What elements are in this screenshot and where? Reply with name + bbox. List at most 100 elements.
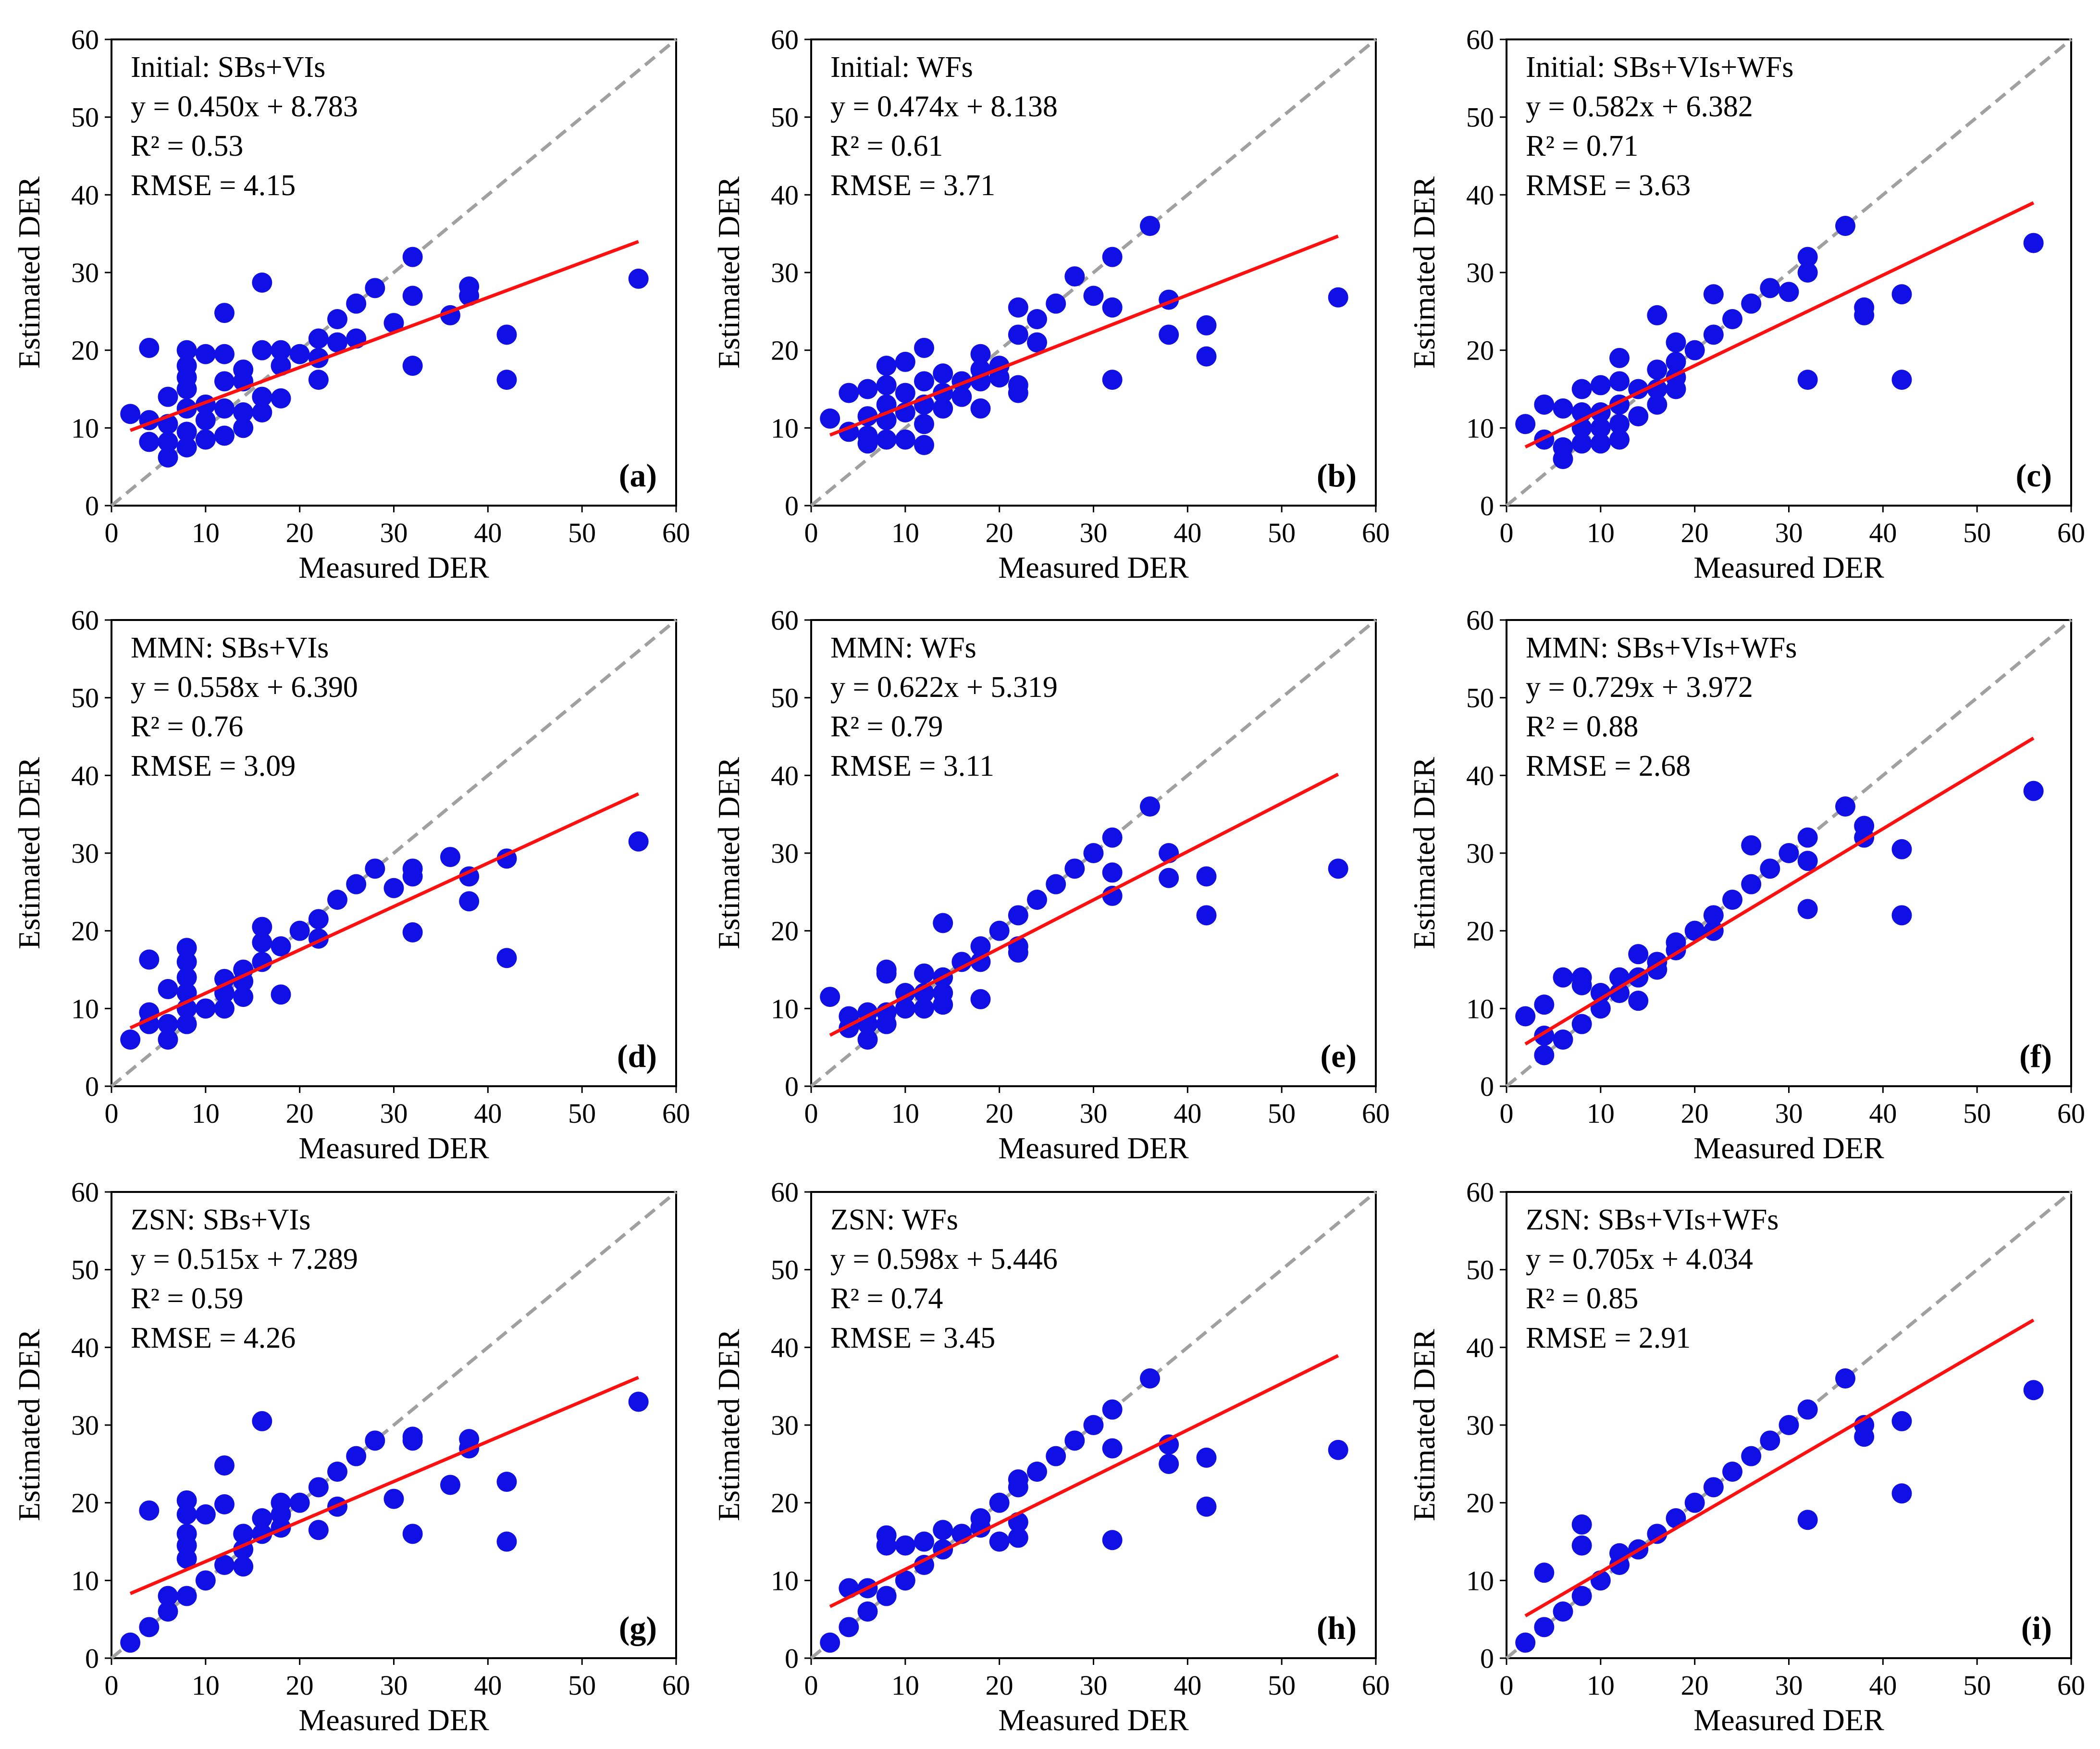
data-point (1083, 843, 1104, 863)
data-point (1571, 1014, 1592, 1034)
data-point (628, 268, 649, 289)
data-point (271, 936, 291, 956)
data-point (1102, 827, 1123, 848)
data-point (876, 356, 897, 376)
x-tick-label: 10 (192, 517, 220, 548)
y-tick-label: 20 (771, 335, 799, 366)
x-axis-title: Measured DER (998, 550, 1189, 584)
r-squared: R² = 0.74 (830, 1282, 943, 1315)
data-point (271, 340, 291, 360)
x-tick-label: 10 (891, 1670, 919, 1701)
data-point (1891, 370, 1912, 390)
data-point (1797, 370, 1818, 390)
data-point (252, 340, 272, 360)
panel-tag: (g) (619, 1610, 657, 1646)
data-point (139, 432, 160, 452)
y-axis-title: Estimated DER (712, 1329, 746, 1521)
data-point (1703, 324, 1724, 345)
x-tick-label: 20 (286, 1670, 314, 1701)
data-point (1590, 418, 1611, 438)
x-tick-label: 40 (474, 517, 502, 548)
data-point (271, 984, 291, 1005)
scatter-panel: 00 10 10 20 20 30 30 40 40 50 50 60 60 ZSN: SBs+VIs+W… (1407, 1177, 2085, 1737)
x-tick-label: 30 (380, 517, 408, 548)
panel-tag: (c) (2016, 457, 2052, 494)
data-point (1666, 379, 1686, 399)
x-axis-title: Measured DER (1693, 1703, 1884, 1737)
data-point (1159, 324, 1179, 345)
data-point (1741, 835, 1762, 856)
x-tick-label: 50 (1268, 517, 1296, 548)
data-point (933, 1520, 953, 1540)
data-point (2023, 233, 2044, 253)
data-point (1760, 278, 1780, 298)
data-point (1008, 1469, 1028, 1490)
y-tick-label: 10 (771, 993, 799, 1024)
y-tick-label: 40 (1466, 1332, 1494, 1363)
data-point (1008, 1527, 1028, 1548)
data-point (1571, 1514, 1592, 1535)
rmse: RMSE = 3.63 (1526, 169, 1691, 202)
data-point (496, 948, 517, 968)
data-point (1534, 1617, 1555, 1637)
data-point (402, 1430, 423, 1451)
data-point (1027, 332, 1047, 353)
y-tick-label: 30 (71, 838, 99, 869)
data-point (176, 1490, 197, 1511)
x-tick-label: 20 (1681, 517, 1709, 548)
x-tick-label: 50 (1963, 517, 1991, 548)
scatter-panel: 00 10 10 20 20 30 30 40 40 50 50 60 60 MMN: SBs+VIs y … (12, 605, 690, 1165)
panel-title: Initial: SBs+VIs+WFs (1526, 51, 1793, 84)
fit-line (829, 1354, 1339, 1608)
x-tick-label: 0 (804, 517, 818, 548)
data-point (402, 866, 423, 887)
data-point (1590, 433, 1611, 454)
data-point (1159, 1453, 1179, 1474)
data-point (1666, 332, 1686, 353)
y-tick-label: 60 (1466, 605, 1494, 636)
x-tick-label: 30 (1775, 1098, 1803, 1129)
data-point (1046, 1446, 1066, 1466)
x-tick-label: 30 (1080, 1670, 1108, 1701)
r-squared: R² = 0.53 (131, 130, 243, 162)
x-tick-label: 60 (662, 1670, 690, 1701)
data-point (1008, 905, 1028, 926)
y-tick-label: 10 (771, 412, 799, 444)
data-point (1609, 429, 1630, 450)
data-point (252, 1411, 272, 1431)
x-tick-label: 0 (105, 1670, 119, 1701)
x-tick-label: 40 (1174, 1098, 1201, 1129)
regression-equation: y = 0.622x + 5.319 (830, 671, 1058, 704)
data-point (628, 831, 649, 852)
data-point (1854, 1426, 1875, 1447)
y-tick-label: 0 (785, 1643, 799, 1674)
data-point (1102, 370, 1123, 390)
x-tick-label: 40 (474, 1670, 502, 1701)
data-point (1102, 862, 1123, 883)
x-tick-label: 0 (1500, 1670, 1514, 1701)
data-point (1797, 827, 1818, 848)
rmse: RMSE = 4.15 (131, 169, 296, 202)
data-point (1628, 991, 1649, 1011)
x-axis-title: Measured DER (998, 1703, 1189, 1737)
data-point (233, 418, 254, 438)
x-tick-label: 10 (891, 1098, 919, 1129)
data-point (1140, 796, 1160, 817)
rmse: RMSE = 4.26 (131, 1322, 296, 1354)
data-point (1553, 967, 1573, 988)
data-point (1027, 1462, 1047, 1482)
x-tick-label: 50 (1268, 1670, 1296, 1701)
data-point (139, 1617, 160, 1637)
data-point (1534, 1563, 1555, 1583)
data-point (876, 1014, 897, 1034)
data-point (308, 909, 329, 930)
y-tick-label: 0 (1480, 1643, 1494, 1674)
data-point (459, 866, 480, 887)
data-point (158, 1586, 178, 1606)
scatter-panel: 00 10 10 20 20 30 30 40 40 50 50 60 60 MMN: WFs y = 0.… (712, 605, 1390, 1165)
data-point (951, 952, 972, 972)
y-tick-label: 60 (71, 1177, 99, 1208)
fit-line (129, 1376, 640, 1595)
data-point (1140, 216, 1160, 236)
data-point (252, 932, 272, 953)
